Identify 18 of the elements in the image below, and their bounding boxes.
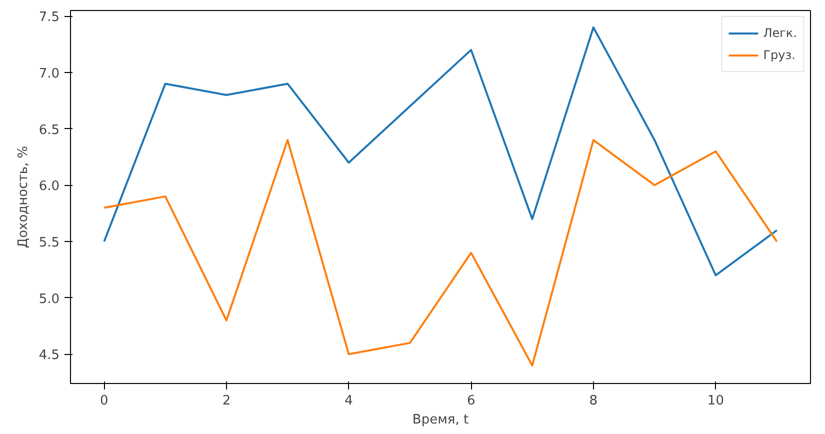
y-tick-label: 6.5 (38, 122, 60, 138)
y-tick-label: 6.0 (38, 179, 60, 194)
legend-label: Легк. (763, 26, 797, 40)
y-axis-title: Доходность, % (16, 146, 31, 248)
x-axis-title: Время, t (412, 412, 469, 428)
x-tick-label: 8 (589, 394, 598, 408)
x-tick-label: 4 (344, 394, 353, 408)
y-tick-label: 5.0 (38, 292, 60, 307)
line-series (103, 139, 778, 366)
y-tick-label: 7.0 (38, 66, 60, 82)
y-tick-label: 7.5 (38, 10, 60, 26)
x-tick-label: 2 (222, 394, 231, 408)
x-tick-label: 0 (100, 394, 108, 408)
legend-label: Груз. (763, 48, 796, 62)
y-tick-label: 4.5 (38, 348, 60, 364)
x-tick-label: 10 (707, 394, 724, 408)
x-tick-label: 6 (466, 394, 476, 408)
y-tick-label: 5.5 (38, 236, 60, 251)
